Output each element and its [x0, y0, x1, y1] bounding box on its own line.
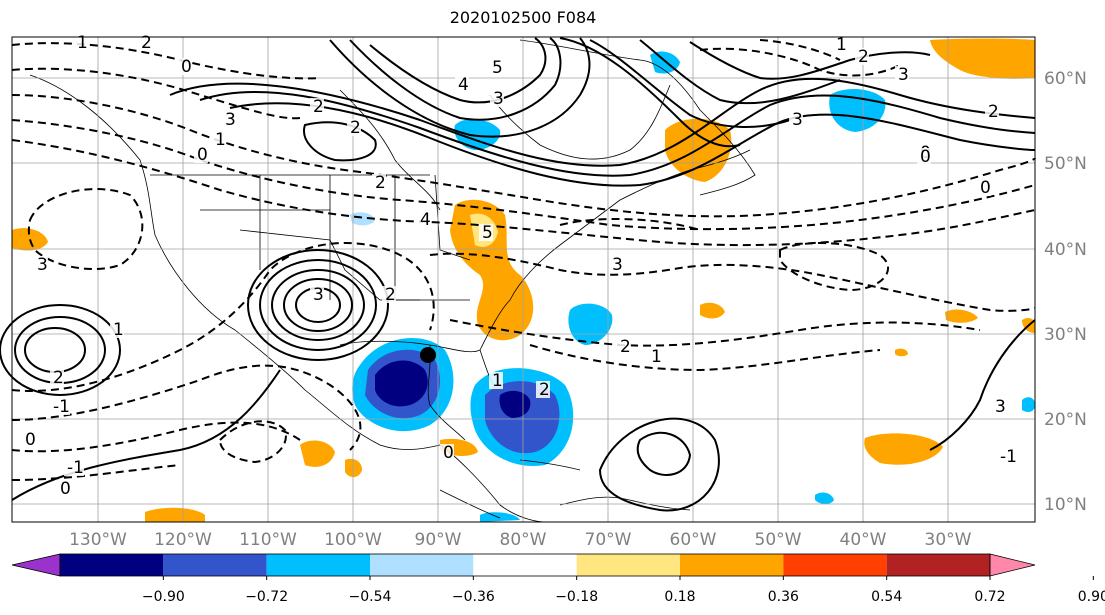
lon-tick-label: 30°W	[925, 530, 972, 550]
map-panel: 120254323102453230120123321-10-102301230…	[0, 33, 1036, 523]
contour-label: -1	[67, 458, 84, 478]
contour-label: 0	[25, 430, 36, 450]
lon-tick-label: 120°W	[154, 530, 212, 550]
graticule	[12, 37, 1035, 522]
contour-label: -1	[53, 397, 70, 417]
contour-label: 0	[980, 178, 991, 198]
positive-anomaly-newfoundland	[665, 118, 732, 182]
lat-tick-label: 60°N	[1044, 69, 1087, 89]
colorbar-tick-label: −0.36	[452, 589, 495, 605]
map-title: 2020102500 F084	[449, 8, 597, 27]
contour-label: 1	[836, 35, 847, 55]
lat-tick-label: 50°N	[1044, 154, 1087, 174]
contour-label: 2	[141, 33, 152, 53]
contour-label: 1	[215, 130, 226, 150]
contour-label: 4	[420, 210, 431, 230]
colorbar-tick-label: −0.18	[555, 589, 598, 605]
contour-label: 5	[482, 223, 493, 243]
contour-label: 1	[113, 320, 124, 340]
colorbar-tick-label: −0.72	[245, 589, 288, 605]
contour-label: 2	[858, 47, 869, 67]
colorbar: −0.90 −0.72 −0.54 −0.36 −0.18 0.18 0.36 0.54 0.7…	[11, 553, 1105, 605]
contour-label: 2	[53, 368, 64, 388]
colorbar-segment	[680, 554, 784, 576]
contour-label: 1	[77, 33, 88, 53]
lon-tick-label: 100°W	[324, 530, 382, 550]
lon-tick-labels: 130°W 120°W 110°W 100°W 90°W 80°W 70°W 6…	[69, 530, 972, 550]
colorbar-tick-label: −0.90	[142, 589, 185, 605]
contour-label: 3	[225, 110, 236, 130]
lon-tick-label: 80°W	[500, 530, 547, 550]
colorbar-tick-label: −0.54	[349, 589, 392, 605]
positive-anomaly-appalachian	[450, 199, 534, 341]
colorbar-tick-label: 0.54	[871, 589, 902, 605]
lon-tick-label: 90°W	[415, 530, 462, 550]
contour-label: 3	[313, 285, 324, 305]
contour-label: 2	[350, 118, 361, 138]
contour-label: 2	[385, 285, 396, 305]
colorbar-tick-label: 0.72	[974, 589, 1005, 605]
lat-tick-label: 10°N	[1044, 495, 1087, 515]
contour-label: 3	[995, 397, 1006, 417]
contour-label: 3	[493, 89, 504, 109]
lat-tick-labels: 60°N 50°N 40°N 30°N 20°N 10°N	[1044, 69, 1087, 515]
lat-tick-label: 40°N	[1044, 240, 1087, 260]
contour-label: 3	[37, 255, 48, 275]
colorbar-extend-low	[11, 553, 61, 577]
colorbar-segment	[576, 554, 680, 576]
lon-tick-label: 130°W	[69, 530, 127, 550]
contour-label: 2	[620, 337, 631, 357]
lon-tick-label: 50°W	[755, 530, 802, 550]
contour-label: 3	[612, 255, 623, 275]
lon-tick-label: 110°W	[239, 530, 297, 550]
contour-label: -1	[1000, 447, 1017, 467]
lat-tick-label: 30°N	[1044, 325, 1087, 345]
contour-label: 2	[375, 173, 386, 193]
contour-label: 0	[197, 145, 208, 165]
colorbar-tick-label: 0.18	[664, 589, 695, 605]
dashed-contours	[11, 39, 1036, 481]
contour-label: 0	[60, 479, 71, 499]
colorbar-extend-high	[989, 553, 1036, 577]
colorbar-segment	[886, 554, 990, 576]
colorbar-segment	[473, 554, 577, 576]
contour-label: 2	[988, 102, 999, 122]
contour-label: 0	[181, 57, 192, 77]
contour-label: 0	[443, 443, 454, 463]
colorbar-segment	[163, 554, 267, 576]
colorbar-tick-label: 0.36	[768, 589, 799, 605]
contour-label: 5	[492, 58, 503, 78]
contour-label: 2	[313, 97, 324, 117]
lon-tick-label: 60°W	[670, 530, 717, 550]
colorbar-segment	[266, 554, 370, 576]
storm-center-marker	[420, 347, 436, 363]
colorbar-segment	[60, 554, 164, 576]
colorbar-tick-label: 0.90	[1078, 589, 1105, 605]
contour-label: 4	[458, 75, 469, 95]
colorbar-segment	[783, 554, 887, 576]
lat-tick-label: 20°N	[1044, 410, 1087, 430]
contour-label: 3	[792, 110, 803, 130]
contour-label: 1	[492, 371, 503, 391]
contour-label: 3	[898, 65, 909, 85]
contour-label: 2	[539, 380, 550, 400]
lon-tick-label: 40°W	[840, 530, 887, 550]
contour-label: 0	[920, 147, 931, 167]
contour-label: 1	[651, 347, 662, 367]
lon-tick-label: 70°W	[585, 530, 632, 550]
contour-labels: 120254323102453230120123321-10-102301230…	[22, 33, 1017, 499]
colorbar-segment	[370, 554, 474, 576]
